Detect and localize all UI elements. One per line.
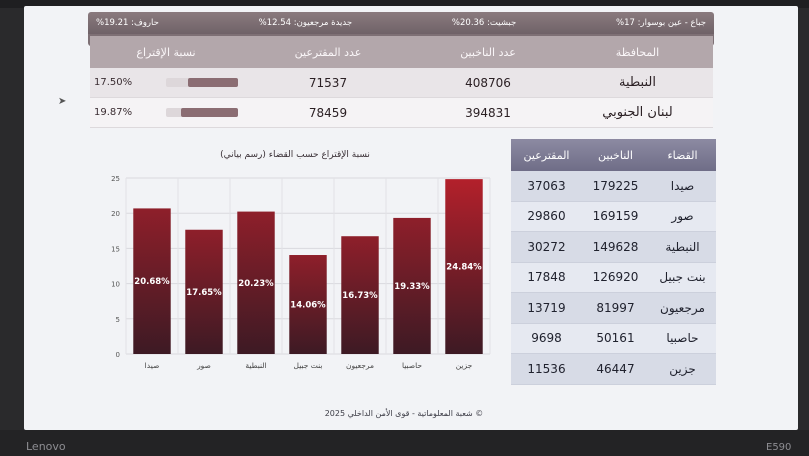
table-row[interactable]: صيدا 179225 37063 <box>511 171 716 202</box>
x-tick-label: صور <box>196 361 211 370</box>
y-tick-label: 15 <box>111 245 120 253</box>
cell-registered: 394831 <box>465 105 511 120</box>
header-registered[interactable]: عدد الناخبين <box>460 45 516 59</box>
cell-voters: 71537 <box>308 75 348 90</box>
bar-value-label: 19.33% <box>394 282 430 292</box>
cell-turnout: 17.50% <box>90 77 242 88</box>
turnout-bar-fill <box>187 78 238 87</box>
bar-value-label: 17.65% <box>186 288 222 298</box>
y-tick-label: 5 <box>116 316 120 324</box>
x-tick-label: جزين <box>456 361 473 370</box>
cell-governorate: النبطية <box>619 75 656 90</box>
x-tick-label: حاصبيا <box>402 361 422 370</box>
mouse-cursor-icon: ➤ <box>58 96 67 107</box>
header-district[interactable]: القضاء <box>667 148 698 162</box>
table-row[interactable]: صور 169159 29860 <box>511 201 716 232</box>
y-tick-label: 20 <box>111 210 120 218</box>
cell-district: جزين <box>669 361 696 376</box>
y-tick-label: 25 <box>111 175 120 183</box>
chart-bar <box>237 211 275 354</box>
table-row[interactable]: النبطية 149628 30272 <box>511 232 716 263</box>
monitor-bezel-bottom <box>0 430 809 456</box>
y-tick-label: 0 <box>116 351 120 359</box>
cell-registered: 50161 <box>596 331 635 346</box>
cell-district: حاصبيا <box>666 331 699 346</box>
cell-voters: 78459 <box>308 105 348 120</box>
cell-district: مرجعيون <box>660 300 705 315</box>
table-row[interactable]: حاصبيا 50161 9698 <box>511 323 716 354</box>
cell-registered: 81997 <box>596 300 635 315</box>
cell-voters: 13719 <box>527 300 566 315</box>
chart-bar <box>133 208 171 354</box>
turnout-bar-track <box>166 108 238 117</box>
brand-logo: Lenovo <box>26 440 66 453</box>
cell-registered: 149628 <box>592 239 639 254</box>
chart-bar <box>393 217 431 354</box>
x-tick-label: بنت جبيل <box>294 361 323 370</box>
monitor-bezel-top <box>0 0 809 8</box>
governorate-table: المحافظة عدد الناخبين عدد المقترعين نسبة… <box>90 36 713 128</box>
screen: جباع - عين بوسوار: 17% جبشيت: 20.36% جدي… <box>24 6 798 430</box>
x-tick-label: مرجعيون <box>346 361 374 370</box>
stat-item: جديدة مرجعيون: 12.54% <box>258 18 353 28</box>
district-table: القضاء الناخبين المقترعين صيدا 179225 3706… <box>511 139 716 385</box>
cell-registered: 408706 <box>465 75 511 90</box>
header-voters[interactable]: المقترعين <box>523 148 570 162</box>
cell-governorate: لبنان الجنوبي <box>602 105 673 120</box>
chart-bar <box>445 179 483 354</box>
x-tick-label: النبطية <box>245 361 266 370</box>
y-tick-label: 10 <box>111 281 120 289</box>
district-table-header: القضاء الناخبين المقترعين <box>511 139 716 171</box>
cell-voters: 11536 <box>527 361 566 376</box>
bar-value-label: 14.06% <box>290 301 326 311</box>
cell-registered: 126920 <box>592 270 639 285</box>
table-row[interactable]: النبطية 408706 71537 17.50% <box>90 68 713 98</box>
cell-district: النبطية <box>665 239 700 254</box>
stats-ticker: جباع - عين بوسوار: 17% جبشيت: 20.36% جدي… <box>88 12 714 34</box>
header-registered[interactable]: الناخبين <box>598 148 633 162</box>
x-tick-label: صيدا <box>145 361 160 370</box>
cell-district: صيدا <box>670 178 695 193</box>
header-turnout[interactable]: نسبة الإقتراع <box>136 45 196 59</box>
district-table-body: صيدا 179225 37063 صور 169159 29860 النبطية 1496… <box>511 171 716 385</box>
table-row[interactable]: جزين 46447 11536 <box>511 354 716 385</box>
header-voters[interactable]: عدد المقترعين <box>294 45 362 59</box>
bar-value-label: 16.73% <box>342 291 378 301</box>
footer-copyright: © شعبة المعلوماتية - قوى الأمن الداخلي 2… <box>324 409 484 418</box>
turnout-bar-chart: 0 5 10 15 20 25 20.68% صيدا 17.65% صور 20.23% النبط… <box>111 175 491 370</box>
chart-title: نسبة الإقتراع حسب القضاء (رسم بياني) <box>220 150 370 160</box>
turnout-bar-track <box>166 78 238 87</box>
turnout-label: 19.87% <box>94 107 133 118</box>
cell-turnout: 19.87% <box>90 107 242 118</box>
bar-value-label: 20.23% <box>238 279 274 289</box>
table-row[interactable]: لبنان الجنوبي 394831 78459 19.87% <box>90 98 713 128</box>
table-row[interactable]: مرجعيون 81997 13719 <box>511 293 716 324</box>
header-governorate[interactable]: المحافظة <box>615 45 660 59</box>
governorate-table-header: المحافظة عدد الناخبين عدد المقترعين نسبة… <box>90 36 713 68</box>
cell-voters: 9698 <box>531 331 562 346</box>
cell-district: بنت جبيل <box>659 270 706 285</box>
table-row[interactable]: بنت جبيل 126920 17848 <box>511 262 716 293</box>
chart-bar <box>185 229 223 354</box>
turnout-label: 17.50% <box>94 77 133 88</box>
cell-voters: 29860 <box>527 209 566 224</box>
chart-bar <box>289 255 327 354</box>
cell-registered: 169159 <box>592 209 639 224</box>
cell-voters: 37063 <box>527 178 566 193</box>
chart-bar <box>341 236 379 354</box>
model-label: E590 <box>766 442 792 453</box>
bar-value-label: 24.84% <box>446 263 482 273</box>
stat-item: جباع - عين بوسوار: 17% <box>616 18 706 28</box>
cell-registered: 46447 <box>596 361 635 376</box>
stat-item: حاروف: 19.21% <box>96 18 159 28</box>
cell-voters: 30272 <box>527 239 566 254</box>
cell-registered: 179225 <box>592 178 639 193</box>
turnout-bar-fill <box>180 108 238 117</box>
cell-district: صور <box>671 209 694 224</box>
cell-voters: 17848 <box>527 270 566 285</box>
stat-item: جبشيت: 20.36% <box>451 18 517 28</box>
bar-value-label: 20.68% <box>134 277 170 287</box>
